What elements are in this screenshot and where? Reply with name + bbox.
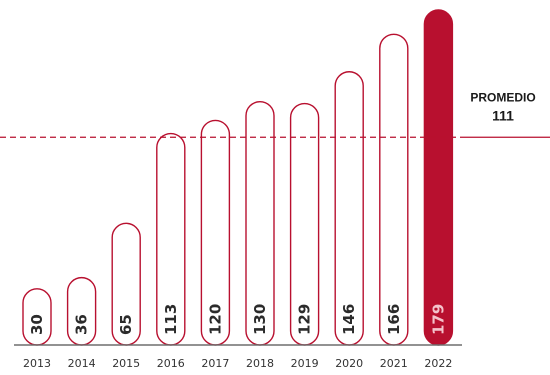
value-label-2021: 166 <box>385 304 403 335</box>
value-label-2019: 129 <box>296 304 314 335</box>
year-label-2021: 2021 <box>380 357 408 370</box>
bar-2021 <box>379 33 409 346</box>
value-labels-group: 30 36 65 113 120 130 129 146 166 179 <box>28 304 447 335</box>
year-label-2019: 2019 <box>291 357 319 370</box>
value-label-2018: 130 <box>251 304 269 335</box>
year-labels-group: 2013 2014 2015 2016 2017 2018 2019 2020 2021 2022 <box>23 357 452 370</box>
year-label-2017: 2017 <box>201 357 229 370</box>
value-label-2017: 120 <box>206 304 224 335</box>
bars-group <box>22 9 454 346</box>
average-value: 111 <box>492 107 514 123</box>
year-label-2022: 2022 <box>424 357 452 370</box>
value-label-2013: 30 <box>28 314 46 335</box>
year-label-2015: 2015 <box>112 357 140 370</box>
value-label-2020: 146 <box>340 304 358 335</box>
bar-2022 <box>423 9 454 346</box>
year-label-2013: 2013 <box>23 357 51 370</box>
average-title: PROMEDIO <box>470 90 535 104</box>
year-label-2020: 2020 <box>335 357 363 370</box>
year-label-2018: 2018 <box>246 357 274 370</box>
value-label-2014: 36 <box>73 314 91 335</box>
year-label-2016: 2016 <box>157 357 185 370</box>
value-label-2015: 65 <box>117 314 135 335</box>
value-label-2016: 113 <box>162 304 180 335</box>
year-label-2014: 2014 <box>68 357 96 370</box>
value-label-2022: 179 <box>429 304 447 335</box>
